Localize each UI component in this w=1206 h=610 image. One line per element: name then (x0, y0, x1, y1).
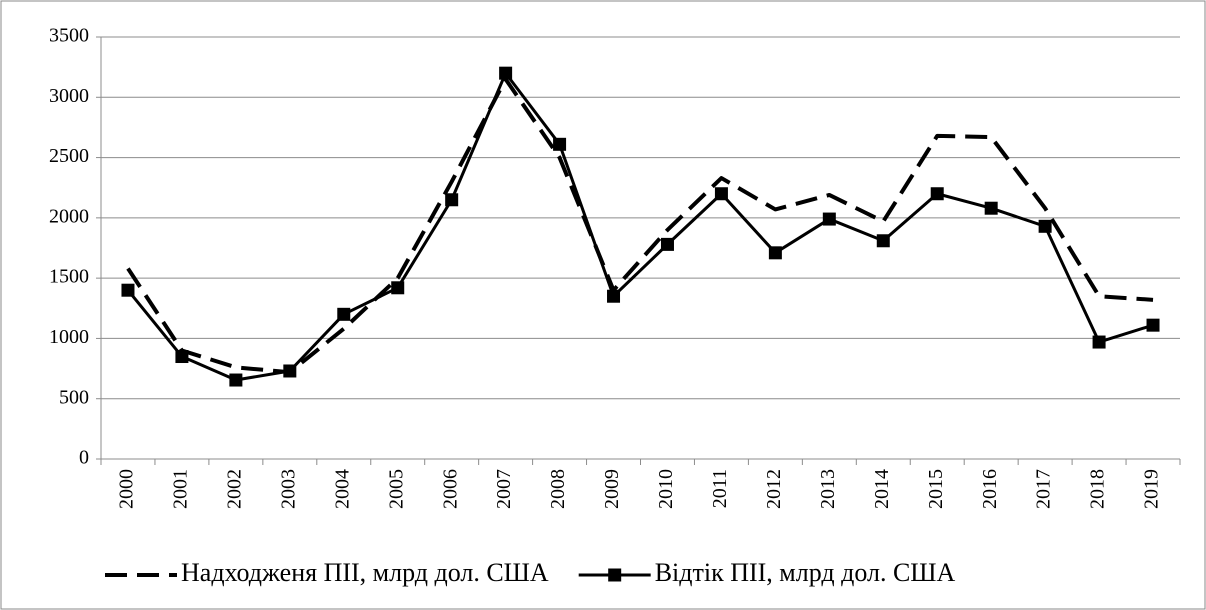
marker (445, 193, 459, 207)
x-tick-label: 2010 (655, 469, 677, 509)
marker (553, 137, 567, 151)
y-tick-label: 3000 (49, 85, 89, 107)
x-tick-label: 2016 (979, 469, 1001, 509)
series-line (126, 77, 1154, 375)
series-line (126, 71, 1154, 382)
x-tick-label: 2006 (439, 469, 461, 509)
y-tick-label: 2500 (49, 145, 89, 167)
marker (984, 201, 998, 215)
marker (607, 289, 621, 303)
marker (768, 246, 782, 260)
x-tick-label: 2001 (170, 469, 192, 509)
marker (1092, 335, 1106, 349)
marker (930, 187, 944, 201)
y-tick-label: 2000 (49, 205, 89, 227)
x-tick-label: 2007 (493, 469, 515, 509)
x-tick-label: 2002 (223, 469, 245, 509)
x-tick-label: 2015 (925, 469, 947, 509)
marker (714, 187, 728, 201)
y-tick-label: 1000 (49, 326, 89, 348)
marker (499, 66, 513, 80)
x-tick-label: 2009 (601, 469, 623, 509)
marker (175, 350, 189, 364)
legend-marker (608, 568, 622, 582)
marker (1146, 318, 1160, 332)
marker (822, 212, 836, 226)
marker (283, 364, 297, 378)
x-tick-label: 2011 (709, 469, 731, 508)
x-tick-label: 2012 (763, 469, 785, 509)
x-tick-label: 2008 (547, 469, 569, 509)
legend-label: Надходженя ПІІ, млрд дол. США (181, 558, 549, 587)
marker (1038, 219, 1052, 233)
marker (391, 281, 405, 295)
x-tick-label: 2004 (331, 469, 353, 509)
x-tick-label: 2017 (1033, 469, 1055, 509)
marker (876, 234, 890, 248)
y-tick-label: 1500 (49, 266, 89, 288)
marker (121, 283, 135, 297)
x-tick-label: 2005 (385, 469, 407, 509)
marker (229, 373, 243, 387)
x-tick-label: 2000 (116, 469, 138, 509)
y-tick-label: 500 (59, 386, 89, 408)
x-tick-label: 2019 (1141, 469, 1163, 509)
marker (660, 237, 674, 251)
x-tick-label: 2018 (1087, 469, 1109, 509)
y-tick-label: 3500 (49, 25, 89, 47)
legend-label: Відтік ПІІ, млрд дол. США (655, 558, 956, 587)
y-tick-label: 0 (79, 447, 89, 469)
marker (337, 307, 351, 321)
x-tick-label: 2003 (277, 469, 299, 509)
x-tick-label: 2014 (871, 469, 893, 509)
x-tick-label: 2013 (817, 469, 839, 509)
